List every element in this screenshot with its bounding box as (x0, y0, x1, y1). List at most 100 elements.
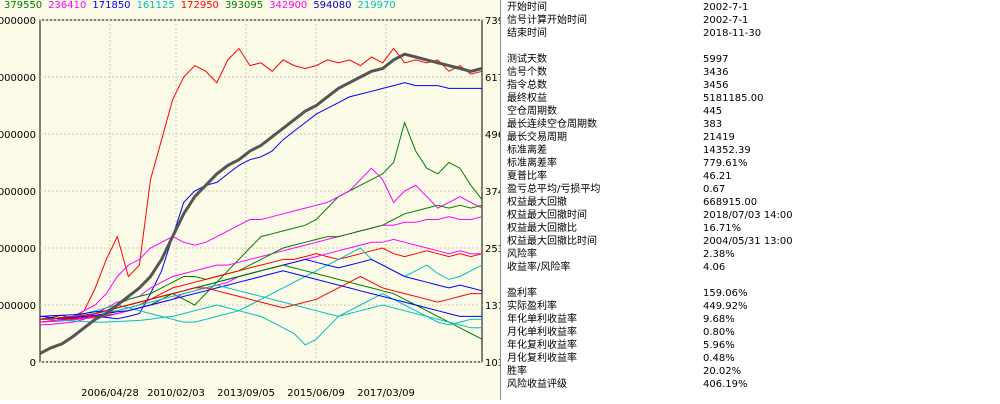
stat-label: 收益率/风险率 (507, 262, 571, 273)
y-tick-label: 6000000 (0, 16, 36, 27)
stat-label: 月化单利收益率 (507, 327, 577, 338)
stat-row: 信号个数 3436 (507, 67, 997, 79)
stat-label: 指令总数 (507, 80, 547, 91)
y2-tick-label: 739004 (485, 16, 500, 27)
stat-label: 最终权益 (507, 93, 547, 104)
stat-value: 0.80% (703, 327, 735, 338)
stat-value: 2018/07/03 14:00 (703, 210, 793, 221)
stat-row (507, 41, 997, 53)
x-tick-label: 2015/06/09 (287, 388, 345, 399)
stat-label: 月化复利收益率 (507, 353, 577, 364)
stat-value: 383 (703, 119, 723, 130)
stat-label: 空仓周期数 (507, 106, 557, 117)
stat-label: 权益最大回撤比时间 (507, 236, 597, 247)
stat-label: 夏普比率 (507, 171, 547, 182)
series-line (39, 216, 483, 326)
stat-label: 权益最大回撤时间 (507, 210, 587, 221)
stat-row: 胜率 20.02% (507, 366, 997, 378)
stat-value: 4.06 (703, 262, 726, 273)
stat-row: 收益率/风险率 4.06 (507, 262, 997, 274)
stat-label: 盈亏总平均/亏损平均 (507, 184, 601, 195)
stat-label: 权益最大回撤 (507, 197, 567, 208)
stat-label: 信号计算开始时间 (507, 15, 587, 26)
stat-row: 盈亏总平均/亏损平均 0.67 (507, 184, 997, 196)
stat-value: 21419 (703, 132, 735, 143)
stat-row: 权益最大回撤比 16.71% (507, 223, 997, 235)
legend-item: 161125 (136, 0, 175, 11)
stat-row: 标准离差 14352.39 (507, 145, 997, 157)
stat-value: 0.48% (703, 353, 735, 364)
equity-chart-panel: 379550 236410 171850 161125 172950 393095 3429… (0, 0, 523, 400)
legend-item: 236410 (48, 0, 87, 11)
stat-label: 测试天数 (507, 54, 547, 65)
stat-value: 445 (703, 106, 723, 117)
stat-value: 779.61% (703, 158, 748, 169)
stat-row: 信号计算开始时间 2002-7-1 (507, 15, 997, 27)
stat-label: 风险收益评级 (507, 379, 567, 390)
y2-tick-label: 253259 (485, 244, 500, 255)
stat-row: 盈利率 159.06% (507, 288, 997, 300)
stat-value: 20.02% (703, 366, 742, 377)
chart-legend: 379550 236410 171850 161125 172950 393095 3429… (4, 0, 402, 12)
stat-value: 0.67 (703, 184, 726, 195)
stat-value: 3456 (703, 80, 729, 91)
stat-row: 风险收益评级 406.19% (507, 379, 997, 391)
stat-value: 406.19% (703, 379, 748, 390)
legend-item: 379550 (4, 0, 43, 11)
legend-item: 219970 (357, 0, 396, 11)
stat-row: 最长交易周期 21419 (507, 132, 997, 144)
stat-value: 9.68% (703, 314, 735, 325)
stat-row: 空仓周期数 445 (507, 106, 997, 118)
stat-value: 159.06% (703, 288, 748, 299)
stat-row: 年化单利收益率 9.68% (507, 314, 997, 326)
stat-label: 开始时间 (507, 2, 547, 13)
stat-row: 风险率 2.38% (507, 249, 997, 261)
stat-label: 盈利率 (507, 288, 537, 299)
series-line (39, 247, 483, 323)
stat-row: 月化复利收益率 0.48% (507, 353, 997, 365)
stat-row: 月化单利收益率 0.80% (507, 327, 997, 339)
y-tick-label: 4000000 (0, 130, 36, 141)
series-line (39, 293, 482, 346)
legend-item: 393095 (224, 0, 264, 11)
stat-row: 实际盈利率 449.92% (507, 301, 997, 313)
stat-row: 测试天数 5997 (507, 54, 997, 66)
stat-row: 开始时间 2002-7-1 (507, 2, 997, 14)
series-line (39, 284, 482, 329)
stat-value: 5.96% (703, 340, 735, 351)
stat-label: 标准离差率 (507, 158, 557, 169)
legend-item: 342900 (269, 0, 308, 11)
x-tick-label: 2010/02/03 (147, 388, 205, 399)
stat-label: 结束时间 (507, 28, 547, 39)
legend-item: 172950 (180, 0, 219, 11)
series-line (39, 82, 482, 320)
statistics-panel: 开始时间 2002-7-1 信号计算开始时间 2002-7-1 结束时间 2018-11-… (500, 0, 1000, 400)
stat-row: 结束时间 2018-11-30 (507, 28, 997, 40)
stat-row: 年化复利收益率 5.96% (507, 340, 997, 352)
stat-row: 标准离差率 779.61% (507, 158, 997, 170)
x-tick-label: 2013/09/05 (217, 388, 275, 399)
stat-label: 胜率 (507, 366, 527, 377)
stat-row (507, 275, 997, 287)
stat-label: 实际盈利率 (507, 301, 557, 312)
y-tick-label: 2000000 (0, 244, 36, 255)
stat-value: 5997 (703, 54, 729, 65)
stat-row: 权益最大回撤时间 2018/07/03 14:00 (507, 210, 997, 222)
x-tick-label: 2006/04/28 (81, 388, 139, 399)
stat-row: 最终权益 5181185.00 (507, 93, 997, 105)
legend-item: 594080 (313, 0, 352, 11)
stat-value: 2004/05/31 13:00 (703, 236, 793, 247)
stat-label: 标准离差 (507, 145, 547, 156)
stat-value: 668915.00 (703, 197, 758, 208)
stat-label: 最长连续空仓周期数 (507, 119, 597, 130)
stat-value: 16.71% (703, 223, 742, 234)
y2-tick-label: 374696 (485, 187, 500, 198)
stat-row: 权益最大回撤 668915.00 (507, 197, 997, 209)
stat-value: 2002-7-1 (703, 2, 749, 13)
x-tick-label: 2017/03/09 (357, 388, 415, 399)
series-line (39, 52, 483, 355)
series-line (39, 270, 482, 320)
